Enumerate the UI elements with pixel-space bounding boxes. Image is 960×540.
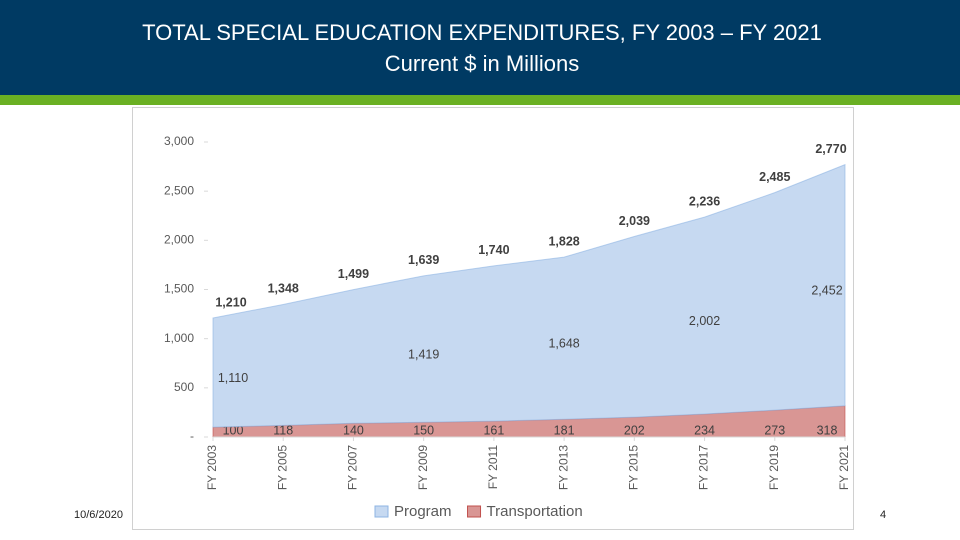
x-tick-label: FY 2003: [205, 445, 219, 490]
y-tick-label: 3,000: [164, 134, 194, 148]
footer-date: 10/6/2020: [74, 509, 123, 521]
x-tick-label: FY 2007: [346, 445, 360, 490]
y-tick-label: 1,000: [164, 331, 194, 345]
data-label: 202: [624, 423, 645, 437]
y-tick-label: 2,500: [164, 183, 194, 197]
total-label: 2,039: [619, 214, 650, 228]
x-tick-label: FY 2017: [697, 445, 711, 490]
area-program: [212, 163, 846, 428]
data-label: 1,419: [408, 347, 439, 361]
total-label: 2,236: [689, 194, 720, 208]
x-tick-label: FY 2021: [837, 445, 851, 490]
y-tick-label: 500: [174, 380, 194, 394]
legend-swatch: [467, 505, 482, 518]
legend-label: Program: [394, 503, 452, 520]
data-label: 1,110: [218, 371, 248, 385]
data-label: 234: [694, 423, 715, 437]
total-label: 1,210: [215, 295, 246, 309]
total-label: 1,740: [478, 243, 509, 257]
data-label: 318: [817, 423, 838, 437]
total-label: 1,348: [268, 282, 299, 296]
x-tick-label: FY 2019: [767, 445, 781, 490]
data-label: 181: [554, 423, 575, 437]
total-label: 1,639: [408, 253, 439, 267]
data-label: 161: [483, 423, 504, 437]
x-tick-label: FY 2005: [275, 445, 289, 490]
data-label: 2,452: [811, 283, 842, 297]
x-tick-label: FY 2013: [556, 445, 570, 490]
header-stripe: [0, 95, 960, 105]
y-tick-label: 2,000: [164, 233, 194, 247]
total-label: 2,770: [815, 142, 846, 156]
total-label: 1,499: [338, 267, 369, 281]
data-label: 2,002: [689, 314, 720, 328]
legend-label: Transportation: [487, 503, 583, 520]
x-tick-label: FY 2011: [486, 445, 500, 490]
header-band: [0, 0, 960, 95]
data-label: 150: [413, 423, 434, 437]
legend-swatch: [374, 505, 389, 518]
total-label: 1,828: [548, 235, 579, 249]
slide-subtitle: Current $ in Millions: [385, 51, 579, 76]
data-label: 118: [273, 423, 293, 437]
x-tick-label: FY 2009: [416, 445, 430, 490]
total-label: 2,485: [759, 170, 790, 184]
x-tick-label: FY 2015: [627, 445, 641, 490]
data-label: 1,648: [548, 336, 579, 350]
slide-title: TOTAL SPECIAL EDUCATION EXPENDITURES, FY…: [142, 20, 822, 45]
page-number: 4: [880, 509, 886, 521]
data-label: 140: [343, 423, 364, 437]
y-tick-label: -: [190, 429, 194, 443]
y-tick-label: 1,500: [164, 282, 194, 296]
data-label: 273: [764, 423, 785, 437]
